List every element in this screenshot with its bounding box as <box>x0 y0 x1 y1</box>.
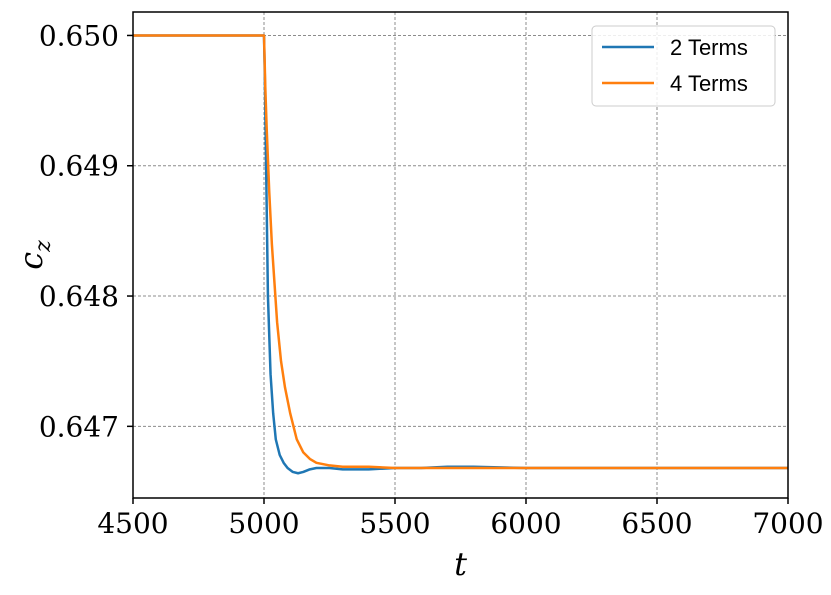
x-axis-label: t <box>454 545 467 583</box>
y-axis-label: cz <box>12 240 56 270</box>
y-tick-label: 0.647 <box>39 410 119 443</box>
series-lines <box>133 34 788 475</box>
y-tick-label: 0.650 <box>39 19 119 52</box>
y-tick-label: 0.649 <box>39 150 119 183</box>
series-line-2 <box>133 34 788 470</box>
legend: 2 Terms 4 Terms <box>591 25 776 107</box>
x-tick-label: 7000 <box>752 507 823 540</box>
x-tick-label: 6000 <box>490 507 561 540</box>
legend-label-1: 2 Terms <box>670 35 748 60</box>
x-tick-label: 5500 <box>359 507 430 540</box>
x-axis-ticks: 4500 5000 5500 6000 6500 7000 <box>97 498 824 540</box>
y-tick-label: 0.648 <box>39 280 119 313</box>
plot-area-frame <box>132 11 789 499</box>
legend-label-2: 4 Terms <box>670 71 748 96</box>
x-tick-label: 6500 <box>621 507 692 540</box>
x-tick-label: 5000 <box>228 507 299 540</box>
y-axis-ticks: 0.647 0.648 0.649 0.650 <box>39 19 133 443</box>
svg-text:cz: cz <box>12 240 56 270</box>
x-tick-label: 4500 <box>97 507 168 540</box>
